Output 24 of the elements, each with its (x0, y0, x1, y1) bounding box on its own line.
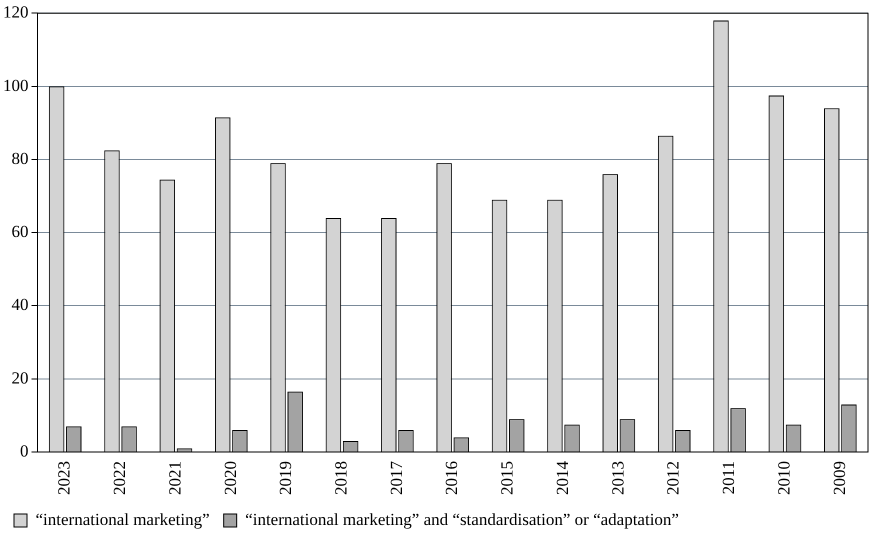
x-tick-label: 2014 (552, 460, 572, 495)
x-tick-label: 2022 (110, 461, 130, 495)
x-tick-label: 2017 (386, 460, 406, 495)
x-tick-label: 2011 (719, 461, 738, 494)
x-tick-label: 2016 (442, 461, 462, 495)
legend-label: “international marketing” and “standardisation” or “adaptation” (245, 510, 679, 529)
x-tick-label: 2020 (220, 461, 240, 495)
x-tick-label: 2013 (608, 461, 628, 495)
x-tick-label: 2009 (830, 461, 849, 495)
y-tick-label: 40 (12, 295, 28, 314)
x-tick-label: 2015 (498, 461, 517, 495)
y-tick-label: 0 (20, 441, 28, 460)
y-tick-label: 80 (12, 148, 28, 168)
x-tick-label: 2023 (54, 461, 74, 495)
y-tick-label: 20 (12, 368, 28, 388)
x-tick-label: 2012 (664, 461, 683, 495)
y-tick-label: 100 (3, 76, 28, 95)
x-tick-label: 2010 (774, 461, 794, 495)
x-tick-label: 2021 (165, 461, 184, 495)
y-tick-label: 120 (3, 2, 28, 22)
y-tick-label: 60 (12, 222, 28, 242)
x-tick-label: 2018 (331, 461, 350, 495)
x-tick-label: 2019 (276, 461, 296, 495)
legend-label: “international marketing” (36, 510, 210, 529)
